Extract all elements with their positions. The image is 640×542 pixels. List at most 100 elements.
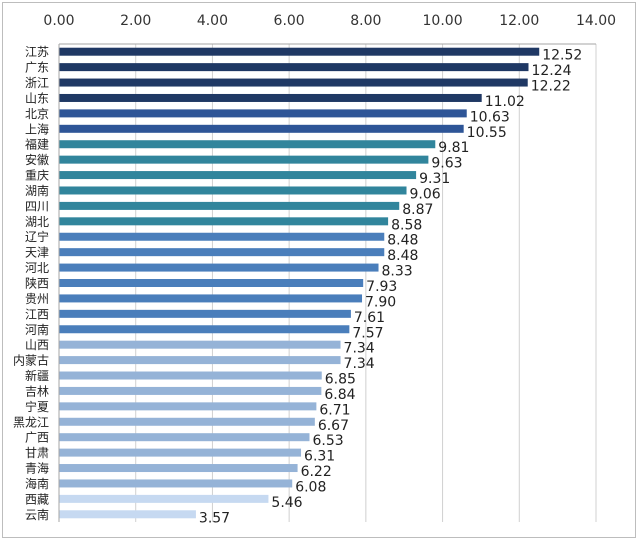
data-label: 7.57 (352, 325, 383, 341)
category-label: 新疆 (25, 368, 49, 383)
data-label: 7.34 (344, 341, 375, 357)
data-label: 6.22 (301, 464, 332, 480)
data-label: 9.63 (431, 156, 462, 172)
category-label: 上海 (25, 121, 49, 136)
bar (59, 510, 196, 519)
category-label: 青海 (25, 461, 49, 476)
category-label: 重庆 (25, 169, 49, 183)
data-label: 6.53 (312, 433, 343, 449)
category-label: 宁夏 (25, 399, 49, 414)
x-tick-label: 10.00 (423, 13, 463, 29)
bar (59, 47, 540, 56)
bar (59, 109, 467, 118)
x-tick-label: 14.00 (576, 13, 616, 29)
bar (59, 417, 315, 426)
bar (59, 309, 351, 318)
bar (59, 186, 407, 195)
bar (59, 140, 436, 149)
data-label: 12.52 (542, 48, 582, 64)
category-label: 广东 (25, 61, 49, 75)
category-label: 河北 (25, 261, 49, 275)
category-label: 内蒙古 (13, 353, 49, 368)
bar (59, 171, 417, 180)
data-label: 7.90 (365, 294, 396, 310)
bar (59, 356, 341, 365)
category-label: 浙江 (25, 76, 49, 90)
data-label: 10.63 (470, 109, 510, 125)
bar (59, 494, 269, 503)
category-label: 辽宁 (25, 229, 49, 244)
data-label: 7.34 (344, 356, 375, 372)
data-label: 6.31 (304, 449, 335, 465)
data-label: 6.71 (319, 402, 350, 418)
bar (59, 124, 464, 133)
data-label: 6.08 (295, 479, 326, 495)
data-label: 6.84 (324, 387, 355, 403)
category-label: 甘肃 (25, 446, 49, 460)
data-label: 8.48 (387, 248, 418, 264)
bar (59, 479, 293, 488)
category-label: 安徽 (25, 152, 49, 167)
category-label: 河南 (25, 322, 49, 337)
category-label: 黑龙江 (13, 415, 49, 429)
bar (59, 402, 317, 411)
bar (59, 325, 350, 334)
x-tick-label: 12.00 (499, 13, 539, 29)
bar (59, 201, 400, 210)
category-label: 江苏 (25, 45, 49, 59)
category-label: 湖南 (25, 183, 49, 198)
data-label: 8.87 (402, 202, 433, 218)
data-label: 11.02 (485, 94, 525, 110)
data-label: 9.81 (438, 140, 469, 156)
category-label: 云南 (25, 507, 49, 522)
bar (59, 464, 298, 473)
data-label: 12.22 (531, 79, 571, 95)
category-label: 广西 (25, 431, 49, 445)
bar (59, 279, 364, 287)
data-label: 9.06 (410, 186, 441, 202)
category-label: 陕西 (25, 276, 49, 291)
bar (59, 340, 341, 349)
bar (59, 294, 363, 303)
bar (59, 93, 482, 102)
data-label: 9.31 (419, 171, 450, 187)
category-label: 吉林 (25, 384, 49, 398)
bar (59, 263, 379, 272)
x-tick-label: 2.00 (120, 13, 151, 29)
category-label: 湖北 (25, 214, 49, 229)
bar (59, 448, 302, 457)
data-label: 6.85 (325, 372, 356, 388)
category-label: 福建 (25, 137, 49, 152)
category-label: 江西 (25, 307, 49, 321)
bar (59, 386, 322, 395)
bar (59, 63, 529, 72)
x-tick-label: 8.00 (350, 13, 381, 29)
data-label: 12.24 (531, 63, 571, 79)
data-label: 8.33 (382, 264, 413, 280)
category-label: 山西 (25, 338, 49, 352)
data-label: 5.46 (271, 495, 302, 511)
bar (59, 371, 322, 380)
data-label: 7.61 (354, 310, 385, 326)
data-label: 10.55 (467, 125, 507, 141)
x-tick-label: 4.00 (197, 13, 228, 29)
category-label: 四川 (25, 199, 49, 213)
category-label: 西藏 (25, 492, 49, 506)
bar (59, 232, 385, 241)
bar (59, 217, 389, 226)
data-label: 8.58 (391, 217, 422, 233)
bar (59, 78, 528, 87)
category-label: 海南 (25, 476, 49, 491)
bar (59, 248, 385, 257)
data-label: 6.67 (318, 418, 349, 434)
bar (59, 155, 429, 164)
category-label: 北京 (25, 107, 49, 121)
x-tick-label: 6.00 (274, 13, 305, 29)
category-label: 贵州 (25, 292, 49, 306)
category-label: 天津 (25, 246, 49, 260)
x-tick-label: 0.00 (43, 13, 74, 29)
category-label: 山东 (25, 91, 49, 105)
bar (59, 433, 310, 442)
data-label: 8.48 (387, 233, 418, 249)
